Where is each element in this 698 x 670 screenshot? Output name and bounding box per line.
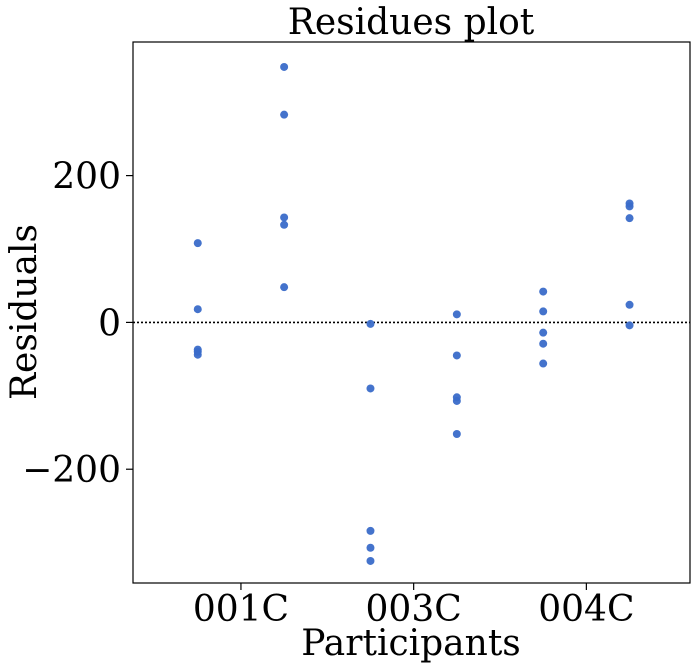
data-point [366, 319, 375, 328]
data-point [366, 526, 375, 535]
data-point [539, 307, 548, 316]
data-point [539, 339, 548, 348]
data-point [625, 321, 634, 330]
data-point [280, 283, 289, 292]
y-tick-label: 0 [98, 303, 121, 344]
y-tick-label: −200 [22, 450, 121, 491]
data-point [193, 350, 202, 359]
plot-area [133, 62, 690, 565]
data-point [193, 305, 202, 314]
axes: 200 0 −200 001C 003C 004C [22, 157, 634, 630]
plot-frame [132, 41, 691, 584]
x-tick-label: 003C [366, 589, 462, 630]
data-point [452, 429, 461, 438]
x-tick-label: 001C [193, 589, 289, 630]
data-point [625, 300, 634, 309]
data-point [366, 384, 375, 393]
data-point [539, 359, 548, 368]
data-point [280, 220, 289, 229]
y-tick-label: 200 [52, 157, 121, 198]
x-tick-label: 004C [538, 589, 634, 630]
data-point [280, 62, 289, 71]
data-point [280, 213, 289, 222]
data-point [193, 239, 202, 248]
data-point [452, 351, 461, 360]
data-point [539, 287, 548, 296]
data-point [280, 110, 289, 119]
data-point [452, 396, 461, 405]
data-point [366, 543, 375, 552]
data-point [366, 556, 375, 565]
data-point [625, 202, 634, 211]
data-point [539, 328, 548, 337]
chart-title: Residues plot [288, 2, 535, 43]
data-point [452, 310, 461, 319]
x-axis-label: Participants [301, 623, 521, 664]
y-axis-label: Residuals [4, 224, 45, 400]
data-point [625, 214, 634, 223]
